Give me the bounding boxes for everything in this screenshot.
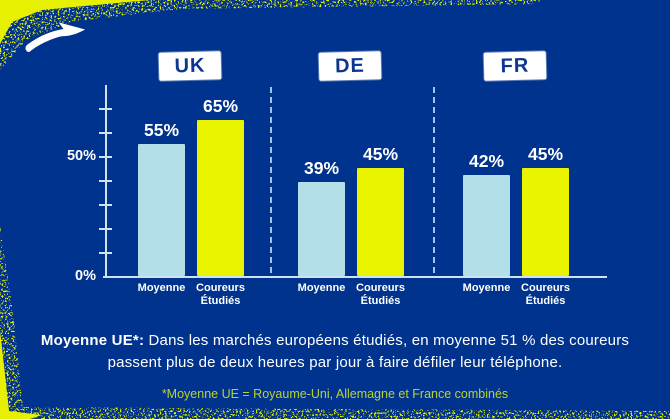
- bar-value-label: 39%: [303, 158, 340, 178]
- y-axis-tick: [99, 180, 112, 182]
- bar-category-label: Coureurs Étudiés: [356, 282, 405, 307]
- bar-category-label: Moyenne: [297, 282, 346, 294]
- y-axis-tick: [99, 228, 112, 230]
- caption: Moyenne UE*: Dans les marchés européens …: [35, 330, 635, 374]
- group-separator: [433, 87, 435, 273]
- brooks-logo-icon: [25, 22, 86, 52]
- group-separator: [270, 87, 272, 273]
- group-label-box-fr: FR: [483, 51, 547, 81]
- bar-coureurs-tudi-s-fr: [522, 168, 569, 276]
- y-axis-tick: [99, 132, 112, 134]
- bar-moyenne-de: [298, 182, 345, 276]
- caption-body: Dans les marchés européens étudiés, en m…: [107, 332, 630, 371]
- bar-value-label: 65%: [202, 96, 239, 116]
- bar-category-label: Moyenne: [137, 282, 186, 294]
- bar-value-label: 45%: [362, 144, 399, 164]
- y-axis-label: 0%: [75, 268, 96, 284]
- bar-coureurs-tudi-s-uk: [197, 120, 244, 276]
- y-axis-tick: [99, 108, 112, 110]
- bar-value-label: 42%: [468, 151, 505, 171]
- y-axis-tick: [99, 252, 112, 254]
- bar-moyenne-fr: [463, 175, 510, 276]
- bar-coureurs-tudi-s-de: [357, 168, 404, 276]
- bar-category-label: Coureurs Étudiés: [521, 282, 570, 307]
- group-label-box-uk: UK: [158, 51, 222, 81]
- y-axis-label: 50%: [66, 148, 96, 164]
- bar-category-label: Moyenne: [462, 282, 511, 294]
- x-axis-line: [103, 276, 607, 278]
- bar-moyenne-uk: [138, 144, 185, 276]
- bar-value-label: 45%: [527, 144, 564, 164]
- bar-category-label: Coureurs Étudiés: [196, 282, 245, 307]
- caption-lead: Moyenne UE*:: [40, 332, 145, 349]
- y-axis-tick-labeled: [99, 156, 112, 158]
- footnote: *Moyenne UE = Royaume-Uni, Allemagne et …: [161, 387, 509, 401]
- group-label-box-de: DE: [318, 51, 382, 81]
- bar-value-label: 55%: [143, 120, 180, 140]
- y-axis-tick: [99, 204, 112, 206]
